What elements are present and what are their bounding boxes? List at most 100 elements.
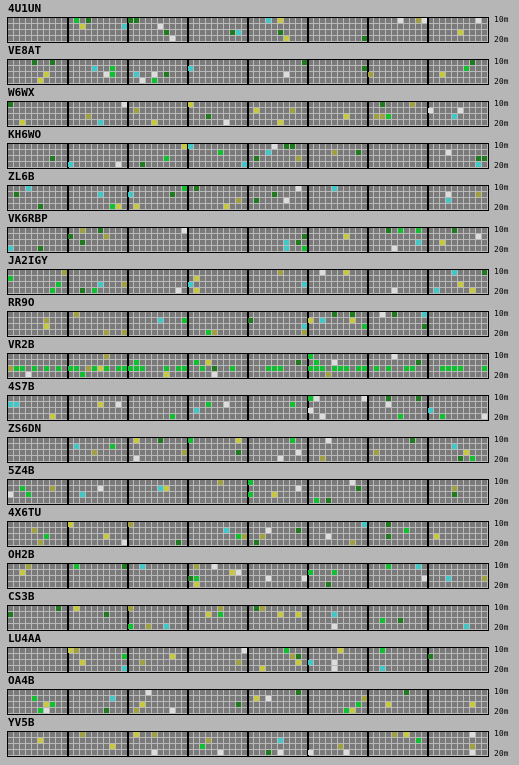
reception-spot: [380, 102, 385, 107]
time-block-divider: [127, 144, 129, 168]
time-block-divider: [247, 18, 249, 42]
band-label-10m: 10m: [494, 687, 509, 696]
time-block-divider: [67, 270, 69, 294]
time-block-divider: [67, 60, 69, 84]
reception-spot: [56, 606, 61, 611]
reception-spot: [440, 366, 445, 371]
reception-spot: [308, 750, 313, 755]
reception-spot: [80, 660, 85, 665]
reception-spot: [110, 744, 115, 749]
reception-spot: [26, 186, 31, 191]
reception-spot: [32, 696, 37, 701]
reception-spot: [152, 72, 157, 77]
reception-spot: [398, 228, 403, 233]
time-block-divider: [127, 312, 129, 336]
reception-spot: [170, 36, 175, 41]
band-label-10m: 10m: [494, 57, 509, 66]
reception-spot: [158, 486, 163, 491]
propagation-grid: [7, 353, 489, 379]
reception-spot: [98, 402, 103, 407]
reception-spot: [134, 366, 139, 371]
time-block-divider: [247, 564, 249, 588]
reception-spot: [344, 708, 349, 713]
reception-spot: [326, 582, 331, 587]
reception-spot: [326, 438, 331, 443]
reception-spot: [254, 156, 259, 161]
time-block-divider: [247, 648, 249, 672]
reception-spot: [8, 612, 13, 617]
reception-spot: [26, 492, 31, 497]
propagation-grid: [7, 143, 489, 169]
reception-spot: [302, 576, 307, 581]
reception-spot: [404, 690, 409, 695]
reception-spot: [260, 666, 265, 671]
reception-spot: [404, 366, 409, 371]
station-row-cs3b: CS3B 10m 20m: [0, 588, 519, 632]
reception-spot: [482, 366, 487, 371]
reception-spot: [68, 366, 73, 371]
reception-spot: [74, 648, 79, 653]
reception-spot: [194, 564, 199, 569]
time-block-divider: [127, 228, 129, 252]
time-block-divider: [427, 102, 429, 126]
time-block-divider: [427, 648, 429, 672]
reception-spot: [266, 18, 271, 23]
reception-spot: [452, 444, 457, 449]
reception-spot: [422, 18, 427, 23]
reception-spot: [482, 576, 487, 581]
band-label-20m: 20m: [494, 497, 509, 506]
reception-spot: [284, 198, 289, 203]
reception-spot: [272, 192, 277, 197]
reception-spot: [50, 414, 55, 419]
reception-spot: [242, 162, 247, 167]
band-label-20m: 20m: [494, 371, 509, 380]
band-label-20m: 20m: [494, 203, 509, 212]
reception-spot: [218, 606, 223, 611]
reception-spot: [278, 270, 283, 275]
time-block-divider: [367, 270, 369, 294]
reception-spot: [356, 150, 361, 155]
station-row-4x6tu: 4X6TU 10m 20m: [0, 504, 519, 548]
band-label-20m: 20m: [494, 707, 509, 716]
reception-spot: [278, 456, 283, 461]
reception-spot: [20, 120, 25, 125]
reception-spot: [152, 78, 157, 83]
reception-spot: [164, 72, 169, 77]
time-block-divider: [67, 228, 69, 252]
reception-spot: [266, 576, 271, 581]
station-callsign: VE8AT: [8, 44, 42, 57]
reception-spot: [338, 744, 343, 749]
reception-spot: [152, 750, 157, 755]
reception-spot: [8, 276, 13, 281]
reception-spot: [398, 18, 403, 23]
reception-spot: [38, 738, 43, 743]
time-block-divider: [367, 312, 369, 336]
reception-spot: [476, 18, 481, 23]
reception-spot: [224, 528, 229, 533]
reception-spot: [254, 606, 259, 611]
reception-spot: [206, 114, 211, 119]
reception-spot: [422, 576, 427, 581]
reception-spot: [464, 624, 469, 629]
time-block-divider: [307, 144, 309, 168]
station-callsign: KH6WO: [8, 128, 42, 141]
reception-spot: [128, 522, 133, 527]
reception-spot: [332, 660, 337, 665]
reception-spot: [440, 414, 445, 419]
reception-spot: [236, 30, 241, 35]
reception-spot: [224, 204, 229, 209]
reception-spot: [422, 312, 427, 317]
reception-spot: [38, 540, 43, 545]
reception-spot: [302, 282, 307, 287]
reception-spot: [62, 270, 67, 275]
reception-spot: [290, 402, 295, 407]
reception-spot: [206, 612, 211, 617]
time-block-divider: [67, 18, 69, 42]
propagation-grid: [7, 269, 489, 295]
reception-spot: [290, 654, 295, 659]
reception-spot: [278, 738, 283, 743]
reception-spot: [482, 270, 487, 275]
reception-spot: [386, 228, 391, 233]
reception-spot: [338, 366, 343, 371]
reception-spot: [74, 18, 79, 23]
